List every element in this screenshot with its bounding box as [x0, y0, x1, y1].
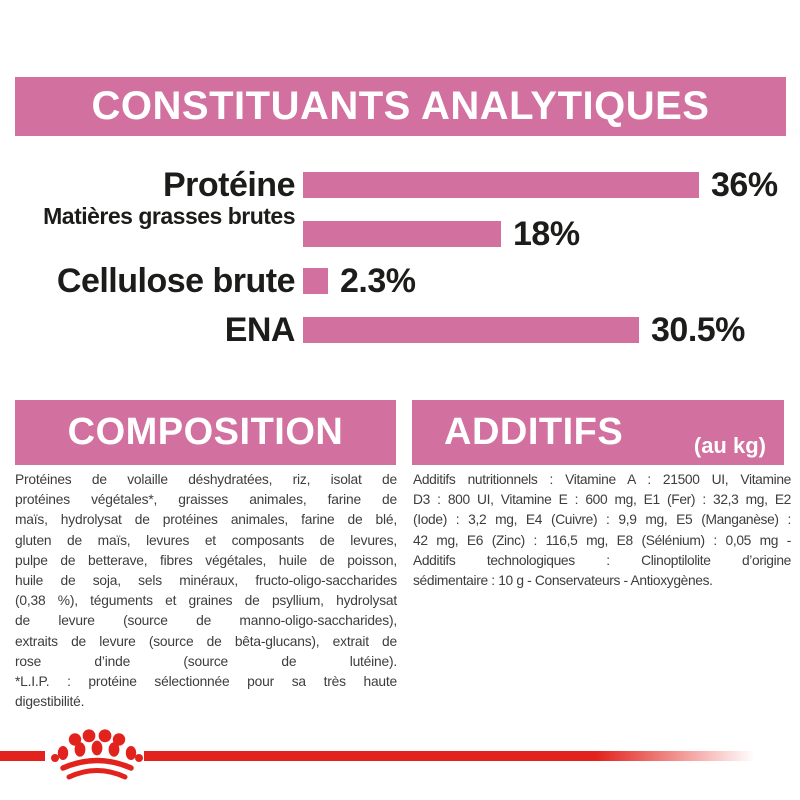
additifs-line: sédimentaire : 10 g - Conservateurs - An…: [413, 572, 713, 588]
additifs-line: (Iode) : 3,2 mg, E4 (Cuivre) : 9,9 mg, E…: [413, 512, 791, 528]
chart-row-label: Protéine: [162, 165, 296, 204]
composition-text: Protéines de volaille déshydratées, riz,…: [15, 470, 397, 712]
chart-bar: [303, 268, 328, 294]
additifs-line: D3 : 800 UI, Vitamine E : 600 mg, E1 (Fe…: [413, 492, 791, 508]
royal-canin-crown-logo: [51, 729, 143, 780]
chart-row-label: ENA: [224, 310, 296, 349]
analytical-constituents-banner: CONSTITUANTS ANALYTIQUES: [15, 77, 786, 136]
composition-line: (0,38 %), téguments et graines de psylli…: [15, 593, 397, 609]
composition-line: maïs, hydrolysat de protéines animales, …: [15, 512, 397, 528]
composition-line: digestibilité.: [15, 694, 85, 710]
composition-line: extraits de levure (source de bêta-gluca…: [15, 633, 397, 649]
additifs-title: ADDITIFS: [444, 411, 624, 453]
additifs-line: Additifs technologiques : Clinoptilolite…: [413, 552, 791, 568]
additifs-text: Additifs nutritionnels : Vitamine A : 21…: [413, 470, 791, 591]
composition-title: COMPOSITION: [67, 411, 344, 453]
constituents-bar-chart: Protéine 36% Matières grasses brutes 18% Cel…: [43, 165, 778, 349]
chart-bar-value: 30.5%: [651, 310, 745, 349]
chart-row-label: Matières grasses brutes: [43, 202, 295, 229]
chart-bar: [303, 221, 501, 247]
footer-red-line: [144, 751, 755, 761]
composition-line: pulpe de betterave, fibres végétales, hu…: [15, 552, 397, 568]
composition-line: de levure (source de manno-oligo-sacchar…: [15, 613, 397, 629]
chart-bar-value: 18%: [513, 214, 580, 253]
chart-row-label: Cellulose brute: [56, 261, 296, 300]
composition-line: huile de soja, sels minéraux, fructo-oli…: [15, 572, 397, 588]
composition-line: protéines végétales*, graisses animales,…: [15, 492, 397, 508]
chart-bar: [303, 317, 639, 343]
composition-line: rose d’inde (source de lutéine).: [15, 653, 397, 669]
composition-line: gluten de maïs, levures et composants de…: [15, 532, 397, 548]
footer-red-line-left: [0, 751, 45, 761]
chart-bar: [303, 172, 699, 198]
chart-bar-value: 2.3%: [340, 261, 416, 300]
additifs-unit-suffix: (au kg): [693, 433, 766, 458]
additifs-line: Additifs nutritionnels : Vitamine A : 21…: [413, 472, 791, 487]
additifs-line: 42 mg, E6 (Zinc) : 116,5 mg, E8 (Séléniu…: [413, 532, 791, 548]
composition-line: Protéines de volaille déshydratées, riz,…: [15, 472, 397, 487]
composition-header: COMPOSITION: [15, 400, 396, 465]
composition-line: *L.I.P. : protéine sélectionnée pour sa …: [15, 673, 397, 689]
chart-bar-value: 36%: [711, 165, 778, 204]
additifs-header: ADDITIFS (au kg): [412, 400, 784, 465]
